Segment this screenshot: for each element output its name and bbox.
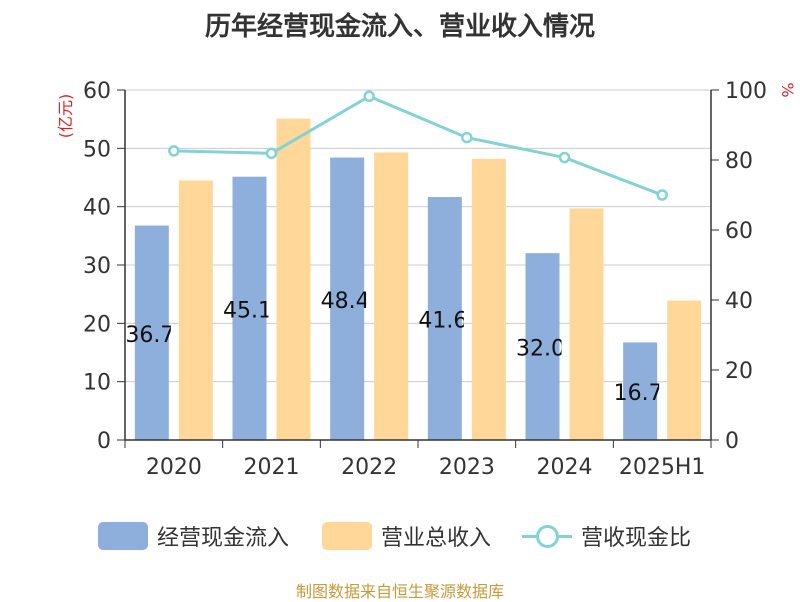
x-tick-label: 2024 <box>537 455 593 480</box>
data-label: 41.653 <box>418 309 495 334</box>
legend-item-cash-inflow[interactable]: 经营现金流入 <box>98 516 289 556</box>
legend-item-ratio[interactable]: 营收现金比 <box>522 516 691 556</box>
right-tick-label: 20 <box>725 359 753 384</box>
right-tick-label: 100 <box>725 79 767 104</box>
bar-revenue <box>471 158 506 441</box>
gridlines <box>125 89 711 383</box>
left-tick-label: 30 <box>83 254 111 279</box>
x-tick-label: 2022 <box>341 455 397 480</box>
right-tick-label: 0 <box>725 429 739 454</box>
ratio-line-path <box>173 94 663 197</box>
bar-revenue <box>667 300 702 440</box>
right-tick-label: 60 <box>725 219 753 244</box>
data-label: 36.767 <box>125 323 202 348</box>
ratio-point <box>656 189 668 201</box>
bar-cash-inflow <box>525 253 560 440</box>
x-tick-label: 2023 <box>439 455 495 480</box>
legend-label-revenue: 营业总收入 <box>381 526 492 551</box>
bar-cash-inflow <box>330 157 365 441</box>
ratio-point <box>461 131 473 144</box>
data-label: 45.144 <box>223 298 300 323</box>
bar-cash-inflow <box>427 197 462 440</box>
legend-label-cash-inflow: 经营现金流入 <box>157 526 290 551</box>
x-tick-label: 2020 <box>146 455 202 480</box>
legend: 经营现金流入 营业总收入 营收现金比 <box>0 516 800 556</box>
left-tick-label: 20 <box>83 312 111 337</box>
legend-item-revenue[interactable]: 营业总收入 <box>322 516 491 556</box>
bar-cash-inflow <box>623 342 658 440</box>
bar-revenue <box>374 152 409 440</box>
data-label: 48.427 <box>321 289 398 314</box>
bar-revenue <box>178 180 213 440</box>
legend-label-ratio: 营收现金比 <box>581 526 692 551</box>
data-label: 32.032 <box>516 337 593 362</box>
left-axis-unit: (亿元) <box>56 94 75 139</box>
legend-swatch-cash-inflow <box>98 522 148 550</box>
bar-revenue <box>569 208 604 440</box>
source-note: 制图数据来自恒生聚源数据库 <box>295 582 504 601</box>
left-tick-label: 0 <box>97 429 111 454</box>
x-tick-label: 2025H1 <box>619 455 706 480</box>
left-tick-label: 40 <box>83 196 111 221</box>
bar-cash-inflow <box>134 225 169 440</box>
left-tick-label: 60 <box>83 79 111 104</box>
ratio-line <box>168 90 668 201</box>
x-tick-label: 2021 <box>244 455 300 480</box>
ratio-point <box>558 151 571 164</box>
right-tick-label: 40 <box>725 289 753 314</box>
ratio-point <box>363 90 375 103</box>
legend-swatch-revenue <box>322 522 372 550</box>
data-label: 16.721 <box>614 381 691 406</box>
data-labels: 36.767 45.144 48.427 41.653 32.032 16.721 <box>125 289 691 406</box>
bars <box>134 118 702 441</box>
left-tick-label: 50 <box>83 137 111 162</box>
bar-revenue <box>276 118 311 440</box>
legend-swatch-ratio <box>522 522 572 550</box>
right-tick-label: 80 <box>725 149 753 174</box>
chart: 历年经营现金流入、营业收入情况 (亿元) % 0 10 20 30 40 50 60 0 20 4… <box>56 11 797 480</box>
ratio-point <box>168 145 180 157</box>
ratio-point <box>265 147 278 160</box>
chart-title: 历年经营现金流入、营业收入情况 <box>205 11 595 42</box>
axes: 0 10 20 30 40 50 60 0 20 40 60 80 100 2020 2021 2022 202… <box>83 79 767 480</box>
right-axis-unit: % <box>778 82 797 97</box>
left-tick-label: 10 <box>83 371 111 396</box>
bar-cash-inflow <box>232 176 267 440</box>
